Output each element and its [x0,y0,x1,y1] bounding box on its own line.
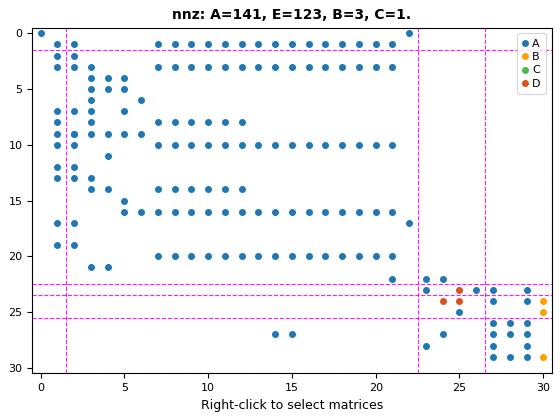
Line: D: D [440,287,462,304]
A [305,254,312,259]
D [456,298,463,303]
D [456,287,463,292]
A [37,31,44,36]
A [239,42,245,47]
B [540,354,547,359]
D [440,298,446,303]
X-axis label: Right-click to select matrices: Right-click to select matrices [201,399,383,412]
Line: A: A [38,31,529,360]
A [222,42,228,47]
A [523,354,530,359]
A [489,354,496,359]
A [372,64,379,69]
A [87,97,94,102]
Title: nnz: A=141, E=123, B=3, C=1.: nnz: A=141, E=123, B=3, C=1. [172,8,412,22]
A [288,254,295,259]
Line: B: B [540,298,546,360]
B [540,310,547,315]
B [540,298,547,303]
Legend: A, B, C, D: A, B, C, D [516,33,546,94]
